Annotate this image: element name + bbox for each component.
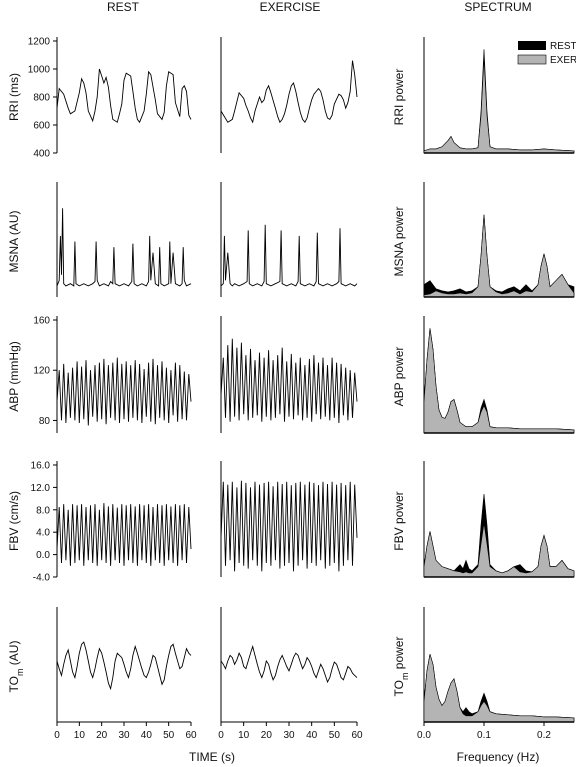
rri-y-tick-label: 600 — [33, 121, 50, 132]
tom-y-axis-label: TOm (AU) — [7, 641, 25, 693]
fbv-y-axis-label: FBV (cm/s) — [7, 491, 21, 551]
exercise-time-tick-label: 40 — [306, 730, 318, 741]
exercise-time-tick-label: 60 — [351, 730, 363, 741]
abp-y-tick-label: 120 — [33, 366, 50, 377]
fbv-y-tick-label: 0.0 — [36, 550, 50, 561]
rest-time-tick-label: 40 — [141, 730, 153, 741]
exercise-time-tick-label: 10 — [238, 730, 250, 741]
tom-exercise-spectrum — [423, 654, 575, 723]
fbv-y-tick-label: 16.0 — [31, 461, 51, 472]
exercise-time-tick-label: 50 — [329, 730, 341, 741]
rri-spectrum-label: RRI power — [392, 69, 406, 126]
rest-time-tick-label: 20 — [96, 730, 108, 741]
frequency-axis-label: Frequency (Hz) — [457, 750, 540, 764]
abp-spectrum-label: ABP power — [392, 347, 406, 407]
msna-y-axis-label: MSNA (AU) — [7, 210, 21, 272]
rri-y-tick-label: 1200 — [28, 37, 51, 48]
legend-swatch-exer — [517, 54, 547, 65]
spectrum-legend: REST EXER — [517, 41, 576, 66]
column-title-spectrum: SPECTRUM — [464, 0, 531, 14]
rri-y-tick-label: 400 — [33, 149, 50, 160]
fbv-y-tick-label: 12.0 — [31, 483, 51, 494]
rest-time-tick-label: 10 — [74, 730, 86, 741]
msna-rest-trace — [56, 208, 192, 287]
msna-rest-spectrum — [423, 214, 575, 298]
rest-time-tick-label: 30 — [118, 730, 130, 741]
abp-exercise-spectrum — [423, 328, 575, 434]
legend-swatch-rest — [518, 41, 546, 50]
msna-exercise-spectrum — [423, 214, 575, 298]
rri-y-axis-label: RRI (ms) — [7, 73, 21, 121]
fbv-y-tick-label: -4.0 — [33, 573, 51, 584]
abp-y-tick-label: 80 — [39, 416, 51, 427]
rri-y-tick-label: 1000 — [28, 65, 51, 76]
column-title-rest: REST — [107, 0, 140, 14]
legend-label-rest: REST — [550, 41, 576, 52]
abp-rest-trace — [56, 357, 192, 426]
fbv-spectrum-label: FBV power — [392, 491, 406, 550]
frequency-tick-label: 0.1 — [477, 730, 491, 741]
fbv-exercise-spectrum — [423, 523, 575, 578]
rest-time-tick-label: 50 — [163, 730, 175, 741]
fbv-rest-trace — [56, 503, 192, 566]
rest-time-tick-label: 0 — [54, 730, 60, 741]
abp-y-axis-label: ABP (mmHg) — [7, 341, 21, 411]
column-title-exercise: EXERCISE — [260, 0, 321, 14]
fbv-rest-spectrum — [423, 493, 575, 578]
tom-rest-trace — [56, 641, 192, 691]
msna-spectrum-label: MSNA power — [392, 206, 406, 276]
frequency-tick-label: 0.0 — [417, 730, 431, 741]
legend-label-exer: EXER — [550, 55, 576, 66]
exercise-time-tick-label: 20 — [261, 730, 273, 741]
tom-exercise-trace — [220, 644, 358, 684]
msna-exercise-trace — [220, 224, 358, 287]
time-axis-label: TIME (s) — [189, 750, 235, 764]
rri-exercise-trace — [220, 60, 358, 124]
rri-y-tick-label: 800 — [33, 93, 50, 104]
fbv-y-tick-label: 8.0 — [36, 505, 50, 516]
tom-spectrum-label: TOm power — [392, 637, 410, 697]
rest-time-tick-label: 60 — [185, 730, 197, 741]
rri-exercise-spectrum — [423, 57, 575, 154]
exercise-time-tick-label: 30 — [283, 730, 295, 741]
abp-exercise-trace — [220, 338, 358, 424]
abp-y-tick-label: 160 — [33, 316, 50, 327]
fbv-exercise-trace — [220, 480, 358, 572]
exercise-time-tick-label: 0 — [218, 730, 224, 741]
rri-rest-trace — [56, 68, 192, 124]
fbv-y-tick-label: 4.0 — [36, 528, 50, 539]
frequency-tick-label: 0.2 — [537, 730, 551, 741]
